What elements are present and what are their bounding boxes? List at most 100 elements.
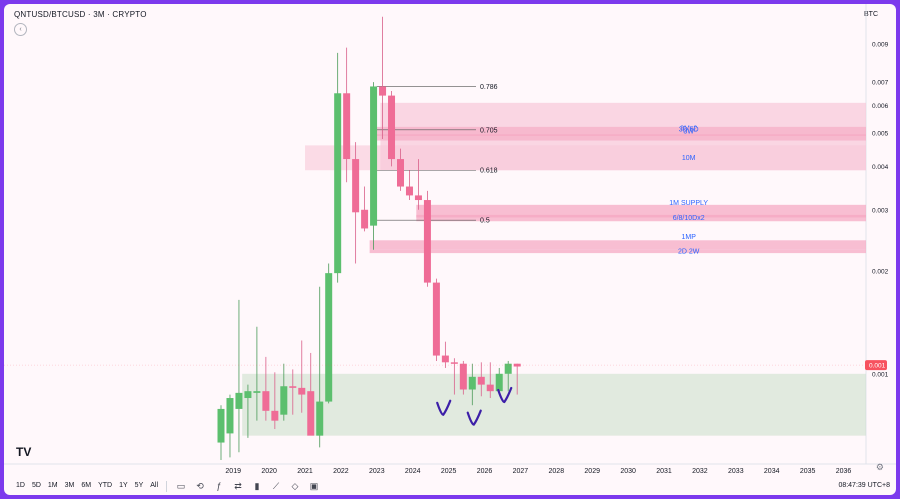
time-tick-label: 2029	[584, 468, 600, 475]
timeframe-5y[interactable]: 5Y	[134, 482, 144, 489]
candle-icon[interactable]: ▮	[254, 481, 260, 491]
fib-level-label: 0.705	[480, 127, 498, 134]
last-price-label: 0.001	[869, 363, 886, 370]
demand-zone	[242, 373, 866, 436]
zone-label: 3W	[683, 128, 694, 135]
rectangle-tool-icon[interactable]: ▭	[176, 481, 186, 491]
candle-body	[280, 386, 288, 415]
zone-label: 3D 5D	[679, 126, 699, 133]
price-tick-label: 0.006	[872, 103, 889, 110]
tradingview-logo: TV	[16, 445, 32, 459]
check-mark-annotation	[497, 386, 513, 404]
time-tick-label: 2030	[620, 468, 636, 475]
gear-icon[interactable]: ⚙	[875, 462, 884, 472]
supply-zone	[416, 204, 866, 218]
candle-body	[388, 95, 396, 160]
candle-body	[289, 386, 297, 388]
divider	[166, 481, 167, 492]
tool-strip: ▭ ⟲ ƒ ⇄ ▮ ⟋ ◇ ▣	[174, 480, 321, 492]
candle-body	[397, 159, 404, 187]
candle-body	[226, 398, 234, 434]
timeframe-ytd[interactable]: YTD	[98, 482, 113, 489]
chart-window: QNTUSD/BTCUSD · 3M · CRYPTO ‹ BTC 3Mx23W…	[4, 4, 896, 495]
supply-zone	[376, 134, 866, 141]
timeframe-selector: 1D 5D 1M 3M 6M YTD 1Y 5Y All	[16, 482, 158, 489]
candle-body	[217, 408, 225, 443]
candle-body	[298, 387, 306, 395]
compare-icon[interactable]: ⇄	[234, 481, 242, 491]
candle-body	[414, 195, 422, 201]
candle-body	[244, 391, 252, 399]
timeframe-1y[interactable]: 1Y	[119, 482, 128, 489]
zone-label: 10M	[682, 155, 696, 162]
time-tick-label: 2026	[477, 468, 493, 475]
last-price-badge	[865, 360, 887, 371]
timeframe-all[interactable]: All	[150, 482, 159, 489]
time-tick-label: 2032	[692, 468, 708, 475]
timeframe-3m[interactable]: 3M	[64, 482, 75, 489]
check-mark-annotation	[466, 409, 482, 426]
candle-body	[504, 363, 512, 374]
candle-body	[307, 391, 315, 436]
zone-label: 1M SUPPLY	[669, 200, 708, 207]
time-tick-label: 2028	[549, 468, 565, 475]
candle-body	[486, 384, 494, 392]
candle-body	[361, 209, 369, 229]
collapse-icon[interactable]: ‹	[14, 23, 27, 36]
time-tick-label: 2024	[405, 468, 421, 475]
price-tick-label: 0.003	[872, 207, 889, 214]
candle-body	[441, 355, 449, 363]
fib-level-label: 0.618	[480, 168, 498, 175]
clock: 08:47:39 UTC+8	[838, 482, 890, 489]
price-tick-label: 0.004	[872, 164, 889, 171]
candle-body	[262, 391, 270, 411]
replay-icon[interactable]: ⟲	[196, 481, 204, 491]
candle-body	[459, 363, 467, 390]
supply-zone	[369, 240, 866, 250]
candle-body	[352, 159, 360, 213]
candle-body	[370, 86, 378, 226]
zone-label: 2D 2W	[678, 248, 700, 255]
time-tick-label: 2025	[441, 468, 457, 475]
zone-label: 1MP	[681, 234, 696, 241]
indicators-icon[interactable]: ƒ	[216, 481, 222, 491]
candle-body	[405, 186, 413, 196]
candle-body	[343, 93, 351, 160]
fib-level-label: 0.5	[480, 218, 490, 225]
candle-body	[316, 401, 324, 436]
price-tick-label: 0.001	[872, 371, 889, 378]
time-tick-label: 2033	[728, 468, 744, 475]
timeframe-1m[interactable]: 1M	[47, 482, 58, 489]
line-icon[interactable]: ⟋	[272, 481, 280, 491]
time-tick-label: 2020	[261, 468, 277, 475]
time-tick-label: 2034	[764, 468, 780, 475]
supply-zone	[416, 214, 866, 222]
template-icon[interactable]: ▣	[309, 481, 319, 491]
fib-level-label: 0.786	[480, 84, 498, 91]
candle-body	[379, 86, 387, 96]
time-tick-label: 2036	[836, 468, 852, 475]
price-tick-label: 0.009	[872, 42, 889, 49]
candle-body	[235, 392, 243, 409]
check-mark-annotation	[436, 399, 452, 416]
timeframe-1d[interactable]: 1D	[16, 482, 25, 489]
time-tick-label: 2021	[297, 468, 313, 475]
candle-body	[450, 362, 458, 364]
price-tick-label: 0.002	[872, 268, 889, 275]
time-tick-label: 2022	[333, 468, 349, 475]
supply-zone	[376, 126, 866, 136]
time-tick-label: 2031	[656, 468, 672, 475]
candle-body	[325, 273, 333, 402]
bottom-toolbar: 1D 5D 1M 3M 6M YTD 1Y 5Y All ▭ ⟲ ƒ ⇄ ▮ ⟋ ◇ ▣ 08:47:39 U…	[4, 479, 896, 495]
zone-label: 6/8/10Dx2	[673, 215, 705, 222]
symbol-title[interactable]: QNTUSD/BTCUSD · 3M · CRYPTO	[14, 10, 147, 19]
candle-body	[423, 200, 431, 283]
time-tick-label: 2019	[225, 468, 241, 475]
timeframe-5d[interactable]: 5D	[31, 482, 41, 489]
time-tick-label: 2027	[513, 468, 529, 475]
price-tick-label: 0.007	[872, 80, 889, 87]
shapes-icon[interactable]: ◇	[291, 481, 299, 491]
timeframe-6m[interactable]: 6M	[81, 482, 92, 489]
candle-body	[271, 410, 279, 421]
